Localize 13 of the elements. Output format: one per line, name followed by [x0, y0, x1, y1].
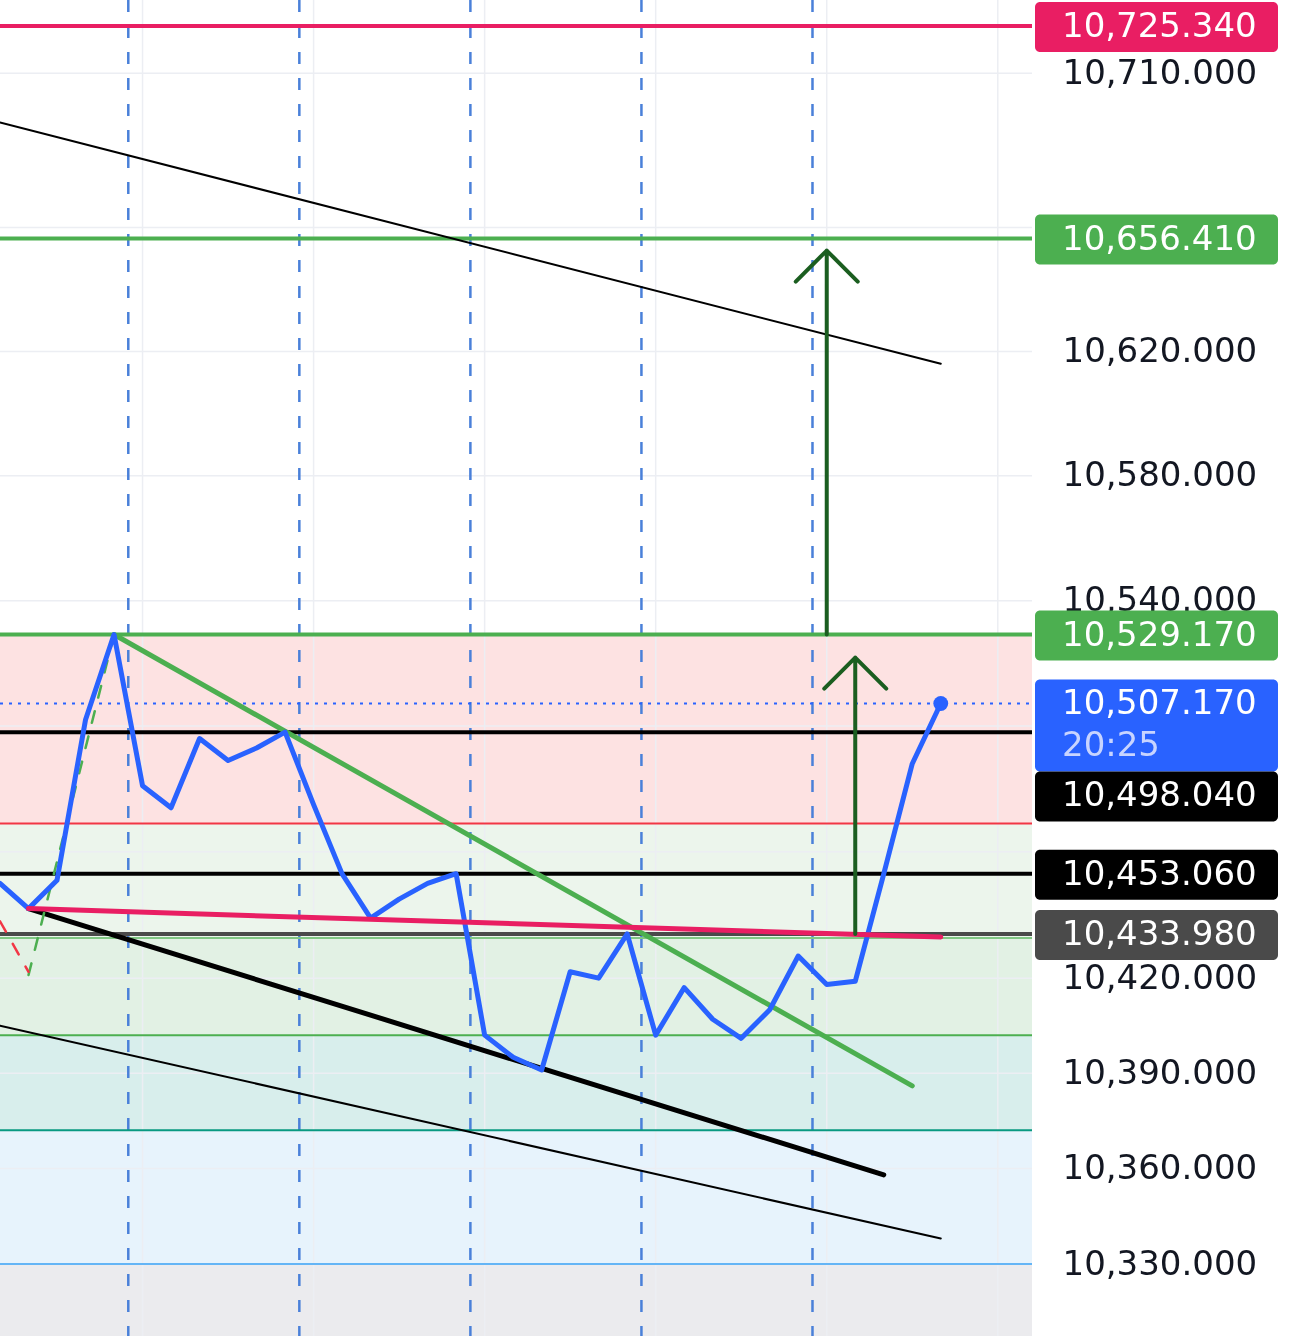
y-tick-label: 10,390.000 [1062, 1051, 1258, 1092]
ref-line-label: 10,453.060 [1062, 852, 1257, 893]
y-tick-label: 10,420.000 [1062, 956, 1258, 997]
y-tick-label: 10,330.000 [1062, 1242, 1258, 1283]
ref-line-label: 10,498.040 [1062, 774, 1257, 815]
y-tick-label: 10,710.000 [1062, 51, 1258, 92]
ref-line-label: 10,507.170 20:25 [1062, 682, 1257, 765]
ref-line-label: 10,656.410 [1062, 217, 1257, 258]
y-tick-label: 10,620.000 [1062, 329, 1258, 370]
y-tick-label: 10,580.000 [1062, 454, 1258, 495]
ref-line-label: 10,433.980 [1062, 912, 1257, 953]
y-tick-label: 10,360.000 [1062, 1147, 1258, 1188]
ref-line-label: 10,725.340 [1062, 4, 1257, 45]
